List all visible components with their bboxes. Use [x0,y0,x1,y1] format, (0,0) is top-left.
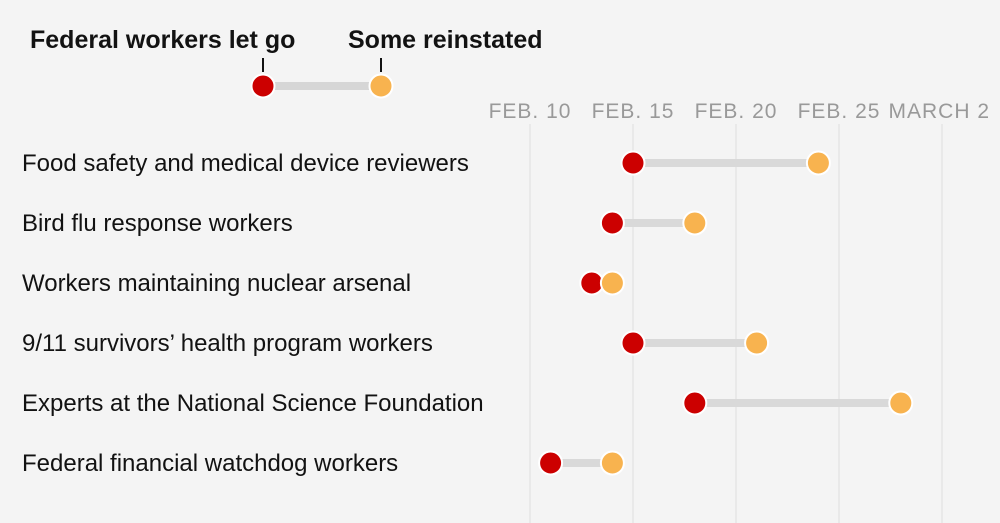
row-label: Experts at the National Science Foundati… [22,390,484,417]
let-go-dot [579,270,605,296]
let-go-dot [538,450,564,476]
row-label: 9/11 survivors’ health program workers [22,330,433,357]
x-tick-label: FEB. 15 [592,100,675,123]
row-label: Bird flu response workers [22,210,293,237]
let-go-dot [620,150,646,176]
row: Federal financial watchdog workers [22,450,625,477]
row: Bird flu response workers [22,210,708,237]
gridlines [529,124,943,523]
row: Workers maintaining nuclear arsenal [22,270,625,297]
legend-end-dot [368,73,394,99]
let-go-dot [599,210,625,236]
let-go-dot [682,390,708,416]
x-tick-label: FEB. 10 [489,100,572,123]
reinstated-dot [805,150,831,176]
reinstated-dot [744,330,770,356]
x-tick-label: FEB. 20 [695,100,778,123]
row-label: Food safety and medical device reviewers [22,150,469,177]
legend-start-label: Federal workers let go [30,26,295,54]
reinstated-dot [599,450,625,476]
reinstated-dot [682,210,708,236]
row: 9/11 survivors’ health program workers [22,330,770,357]
reinstated-dot [599,270,625,296]
legend-start-dot [250,73,276,99]
rows: Food safety and medical device reviewers… [22,150,914,477]
x-tick-label: FEB. 25 [798,100,881,123]
legend-end-label: Some reinstated [348,26,543,54]
let-go-dot [620,330,646,356]
legend: Federal workers let go Some reinstated [30,26,543,99]
row: Experts at the National Science Foundati… [22,390,914,417]
row-label: Federal financial watchdog workers [22,450,398,477]
reinstated-dot [888,390,914,416]
row: Food safety and medical device reviewers [22,150,831,177]
row-label: Workers maintaining nuclear arsenal [22,270,411,297]
x-axis-ticks: FEB. 10 FEB. 15 FEB. 20 FEB. 25 MARCH 2 [489,100,990,123]
x-tick-label: MARCH 2 [888,100,990,123]
